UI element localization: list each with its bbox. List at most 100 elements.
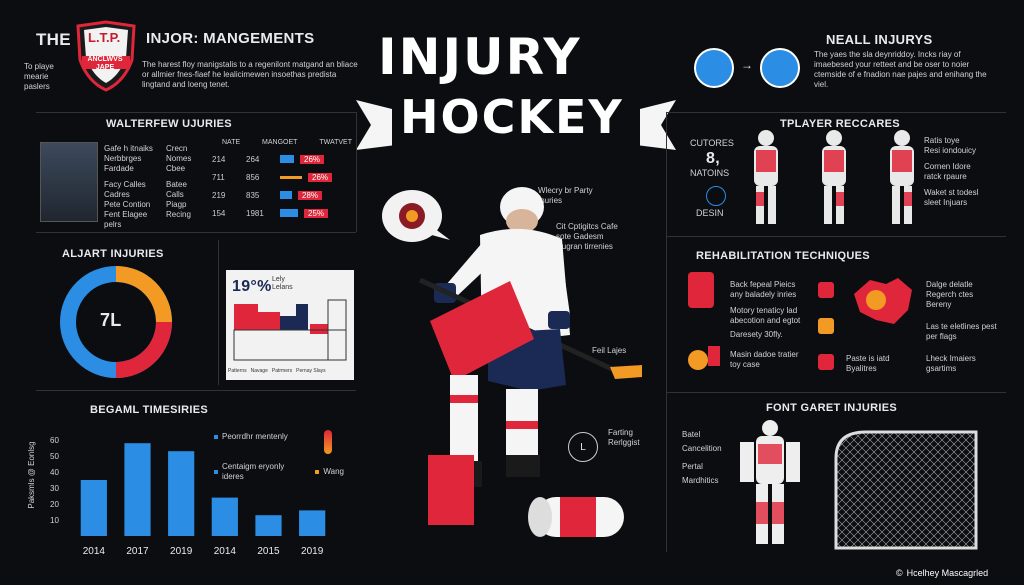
header-left-title: INJOR: MANGEMENTS xyxy=(146,30,315,47)
x-tick-label: 2019 xyxy=(301,546,324,557)
copyright-icon: © xyxy=(896,568,903,578)
donut-center-value: 7L xyxy=(100,310,122,330)
header-left-note: To playe mearie paslers xyxy=(24,62,54,91)
rehab-icon-orange xyxy=(818,318,834,334)
y-axis-label: Paksmls @ Eonlsg xyxy=(27,441,36,509)
bar xyxy=(168,451,195,536)
y-tick-label: 60 xyxy=(50,436,59,445)
header-right-desc: The yaes the sla deynriddoy. Incks riay … xyxy=(814,50,987,89)
walterfew-table: 214 264 26% 711 856 26% 219 835 28% 154 1981… xyxy=(212,150,352,222)
player-left-text3: DESIN xyxy=(696,208,724,218)
y-tick-label: 50 xyxy=(50,452,59,461)
table-row: 711 856 26% xyxy=(212,168,352,186)
player-title: TPLAYER RECCARES xyxy=(780,118,900,130)
header-the: THE xyxy=(36,30,71,49)
footer-credit: © Hcelhey Mascagrled xyxy=(896,568,989,578)
divider xyxy=(666,392,1006,393)
shield-text-top: L.T.P. xyxy=(88,30,121,45)
divider xyxy=(36,390,356,391)
rehab-item-5: Paste is iatd Byalitres xyxy=(846,354,890,373)
rehab-icon-2 xyxy=(688,350,708,370)
divider xyxy=(666,236,1006,237)
skater-figure xyxy=(740,420,800,544)
arrow-right-icon: → xyxy=(741,58,753,72)
target-icon xyxy=(706,186,726,206)
bar xyxy=(124,443,151,536)
y-tick-label: 10 xyxy=(50,516,59,525)
player-left-num: 8, xyxy=(706,150,720,167)
x-tick-label: 2019 xyxy=(170,546,193,557)
rehab-icon-red-2 xyxy=(818,354,834,370)
rehab-right-1: Dalge delatle Regerch ctes Bereny xyxy=(926,280,974,309)
rehab-right-3: Lheck Imaiers gsartims xyxy=(926,354,976,373)
center-note-2: Feil Lajes xyxy=(592,346,627,355)
hockey-player xyxy=(418,187,642,537)
y-tick-label: 40 xyxy=(50,468,59,477)
bar xyxy=(299,510,326,536)
rehab-item-4: Masin dadoe tratier toy case xyxy=(730,350,799,369)
header-right-title: NEALL INJURYS xyxy=(826,32,933,47)
timeseries-legend: Peorrdhr mentenly Centaigm eryonly idere… xyxy=(214,432,344,482)
mini-chart-label: 19°% xyxy=(232,278,272,295)
bubble-logo xyxy=(382,190,450,242)
x-tick-label: 2017 xyxy=(126,546,149,557)
y-tick-label: 20 xyxy=(50,500,59,509)
table-row: 154 1981 25% xyxy=(212,204,352,222)
center-note-1: Cit Cptigitcs Cafe sote Gadesm Dugran ti… xyxy=(556,222,618,251)
divider xyxy=(666,112,1006,113)
divider xyxy=(36,112,356,113)
x-tick-label: 2015 xyxy=(257,546,280,557)
bar xyxy=(255,515,282,536)
timeseries-chart: 60 50 40 30 20 10 2014 2017 2019 2014 2015 2019 xyxy=(50,436,326,557)
rehab-icon-1 xyxy=(688,272,714,308)
center-note-3: Farting Rerlggist xyxy=(608,428,640,447)
bubble-label: Wlecry br Party Inuries xyxy=(538,186,593,205)
table-row: 214 264 26% xyxy=(212,150,352,168)
main-title-hockey: HOCKEY xyxy=(400,90,624,144)
shield-text-bottom: ANCLWVS JAPE xyxy=(87,56,123,71)
player-photo xyxy=(40,142,98,222)
rehab-icon-red-1 xyxy=(818,282,834,298)
avatar-2 xyxy=(760,48,800,88)
rehab-title: REHABILITATION TECHNIQUES xyxy=(696,250,870,262)
walterfew-title: WALTERFEW UJURIES xyxy=(106,118,232,130)
player-left-text: CUTORES xyxy=(690,138,734,148)
bar xyxy=(80,480,107,536)
fontcaret-title: FONT GARET INJURIES xyxy=(766,402,897,414)
rehab-item-3: Daresety 30fly. xyxy=(730,330,783,339)
walterfew-col2: Crecn Nomes Cbee Batee Calls Piagp Recing xyxy=(166,144,192,219)
bar xyxy=(211,497,238,536)
divider xyxy=(356,112,357,232)
table-header: NATE MANGOET TWATVET xyxy=(222,139,352,146)
x-tick-label: 2014 xyxy=(83,546,106,557)
avatar-1 xyxy=(694,48,734,88)
walterfew-desc: Gafe h itnaiks Nerbbrges Fardade Facy Call… xyxy=(104,144,153,229)
donut-chart xyxy=(60,266,172,378)
shield-logo xyxy=(76,20,136,92)
hockey-net xyxy=(834,430,978,550)
main-title-injury: INJURY xyxy=(378,28,582,86)
divider xyxy=(666,112,667,552)
rehab-item-2: Motory tenaticy lad abecotion and egtot xyxy=(730,306,801,325)
player-right-lines: Ratis toye Resi iondouicy Cornen Idore rat… xyxy=(924,136,979,207)
table-row: 219 835 28% xyxy=(212,186,352,204)
rehab-right-2: Las te eletlines pest per flags xyxy=(926,322,997,341)
aljart-title: ALJART INJURIES xyxy=(62,248,164,260)
timeseries-title: BEGAML TIMESIRIES xyxy=(90,404,208,416)
divider xyxy=(36,232,356,233)
divider xyxy=(218,240,219,385)
timeseries-slider xyxy=(324,430,332,454)
fontcaret-list: Batel Cancelition Pertal Mardhitics xyxy=(682,430,722,485)
header-left-desc: The harest floy manigstalis to a regenil… xyxy=(142,60,358,89)
mini-chart-legend: Patterns Navage Patrmers Pernay Slays xyxy=(228,368,326,374)
clock-icon: L xyxy=(568,432,598,462)
rehab-item-1: Back fepeal Pieics any baladely inries xyxy=(730,280,797,299)
player-left-text2: NATOINS xyxy=(690,168,730,178)
mini-chart-note: Lely Lelans xyxy=(272,276,293,291)
rehab-icon-3 xyxy=(708,346,720,366)
mini-step-chart xyxy=(233,299,347,361)
y-tick-label: 30 xyxy=(50,484,59,493)
map-icon xyxy=(854,278,912,324)
anatomy-figures xyxy=(754,130,914,224)
x-tick-label: 2014 xyxy=(214,546,237,557)
